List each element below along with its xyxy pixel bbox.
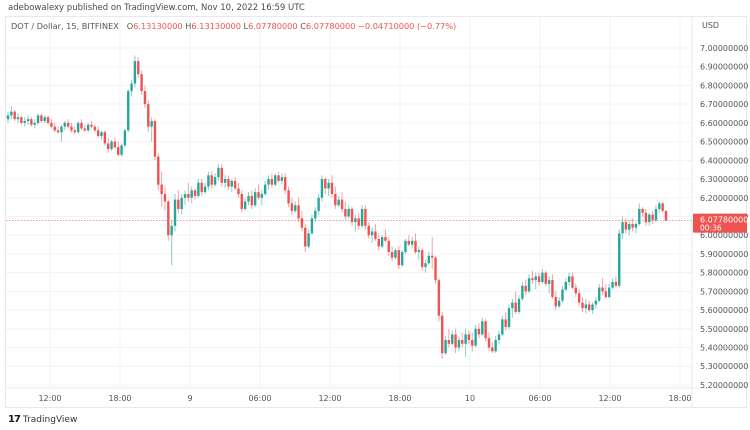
open-label: O [126,21,134,31]
high-value: 6.13130000 [191,21,241,31]
svg-text:00:36: 00:36 [700,224,722,233]
currency-label: USD [702,21,720,30]
svg-text:06:00: 06:00 [528,394,551,403]
footer: 17 TradingView [8,414,77,425]
svg-text:9: 9 [187,394,192,403]
svg-text:6.90000000: 6.90000000 [700,63,748,72]
symbol-legend: DOT / Dollar, 15, BITFINEX O6.13130000 H… [11,21,456,31]
svg-text:5.20000000: 5.20000000 [700,381,748,390]
high-label: H [185,21,192,31]
svg-text:6.20000000: 6.20000000 [700,194,748,203]
svg-text:5.70000000: 5.70000000 [700,287,748,296]
svg-text:5.50000000: 5.50000000 [700,325,748,334]
open-value: 6.13130000 [133,21,183,31]
svg-text:6.30000000: 6.30000000 [700,175,748,184]
svg-text:18:00: 18:00 [668,394,691,403]
tradingview-brand: TradingView [22,414,78,425]
svg-text:12:00: 12:00 [598,394,621,403]
svg-text:12:00: 12:00 [318,394,341,403]
svg-text:12:00: 12:00 [38,394,61,403]
low-label: L [243,21,249,31]
chart-grid [6,17,747,408]
close-label: C [300,21,306,31]
candles [6,55,668,359]
svg-text:6.60000000: 6.60000000 [700,119,748,128]
close-value: 6.07780000 [305,21,356,31]
publish-attribution: adebowalexy published on TradingView.com… [8,3,305,13]
svg-text:6.70000000: 6.70000000 [700,100,748,109]
svg-text:6.80000000: 6.80000000 [700,81,748,90]
svg-text:06:00: 06:00 [248,394,271,403]
svg-text:5.90000000: 5.90000000 [700,250,748,259]
svg-text:5.60000000: 5.60000000 [700,306,748,315]
svg-text:7.00000000: 7.00000000 [700,44,748,53]
chart-frame [5,16,747,408]
change-value: −0.04710000 (−0.77%) [358,21,457,31]
low-value: 6.07780000 [248,21,298,31]
tradingview-logo-icon: 17 [8,414,21,425]
svg-text:6.40000000: 6.40000000 [700,156,748,165]
svg-text:5.40000000: 5.40000000 [700,344,748,353]
time-axis[interactable]: 12:00 18:00 9 06:00 12:00 18:00 10 06:00 12:00 18… [38,394,691,403]
svg-text:5.80000000: 5.80000000 [700,269,748,278]
svg-text:6.50000000: 6.50000000 [700,138,748,147]
svg-text:6.07780000: 6.07780000 [700,216,748,225]
symbol-name: DOT / Dollar, 15, BITFINEX [11,21,119,31]
svg-text:18:00: 18:00 [388,394,411,403]
svg-text:5.30000000: 5.30000000 [700,362,748,371]
svg-text:6.00000000: 6.00000000 [700,231,748,240]
svg-text:10: 10 [465,394,475,403]
svg-text:18:00: 18:00 [108,394,131,403]
